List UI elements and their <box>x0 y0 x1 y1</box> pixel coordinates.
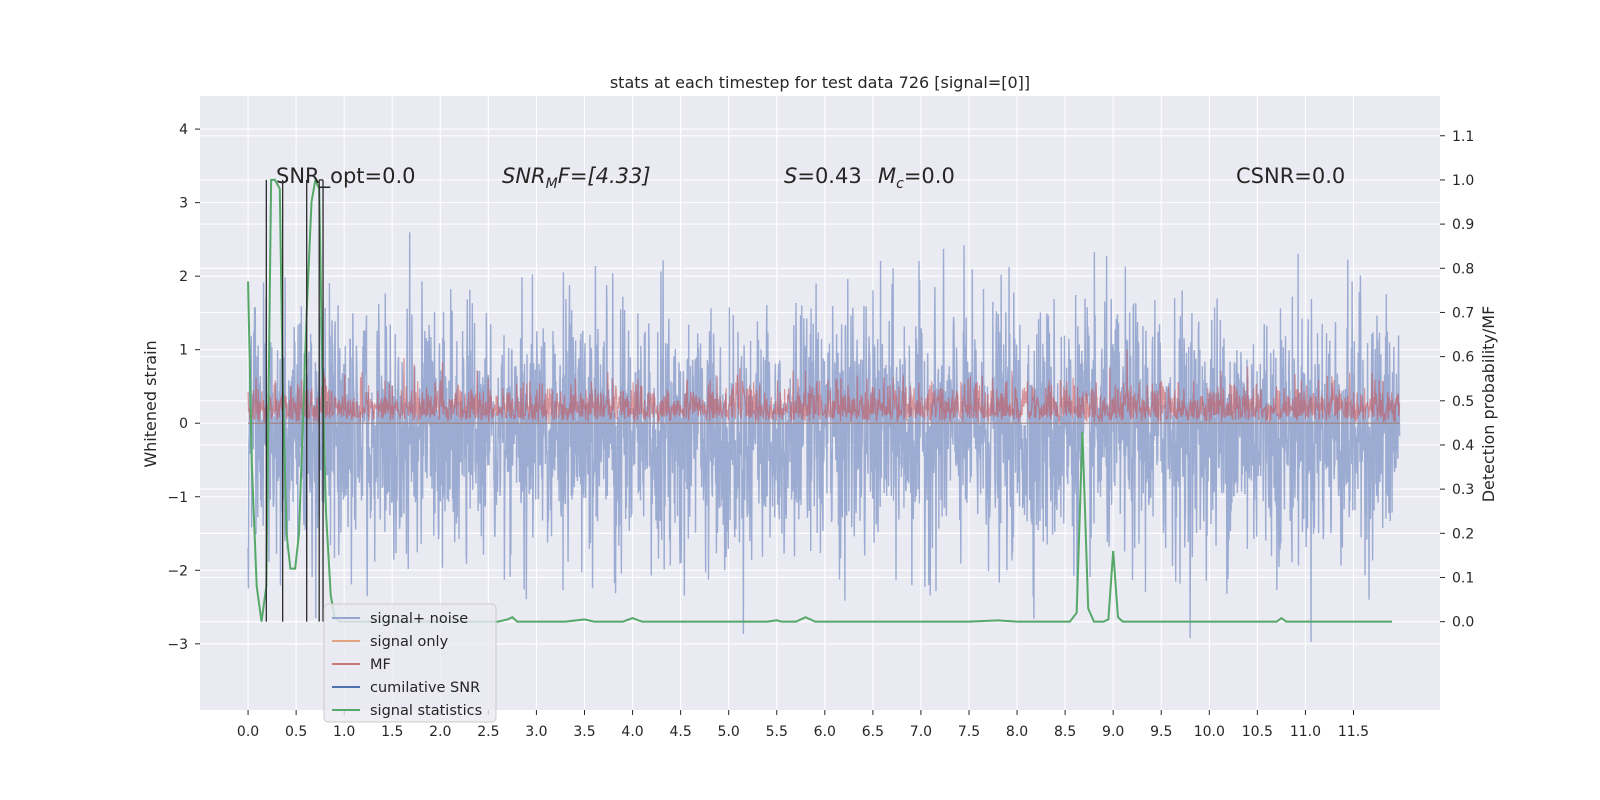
x-tick-label: 4.0 <box>621 724 643 740</box>
annotation-mc: Mc=0.0 <box>878 164 955 192</box>
y2-tick-label: 0.8 <box>1452 261 1474 277</box>
x-tick-label: 4.5 <box>669 724 691 740</box>
x-tick-label: 2.5 <box>477 724 499 740</box>
annotation-snr-mf-sub: M <box>546 176 558 192</box>
y-tick-label: 0 <box>179 416 188 432</box>
x-tick-label: 0.5 <box>285 724 307 740</box>
y-tick-label: 1 <box>179 343 188 359</box>
x-tick-label: 5.5 <box>766 724 788 740</box>
y2-tick-label: 1.0 <box>1452 173 1474 189</box>
y2-tick-label: 0.4 <box>1452 438 1474 454</box>
series-signal-statistics <box>247 176 1392 623</box>
y2-tick-label: 0.9 <box>1452 217 1474 233</box>
legend-label: cumilative SNR <box>370 680 480 696</box>
annotation-s-main: S <box>784 164 797 188</box>
x-tick-label: 8.5 <box>1054 724 1076 740</box>
x-tick-label: 8.0 <box>1006 724 1028 740</box>
annotation-mc-rest: =0.0 <box>904 164 955 188</box>
x-tick-label: 10.0 <box>1194 724 1225 740</box>
x-tick-label: 11.5 <box>1338 724 1369 740</box>
annotation-mc-main: M <box>878 164 896 188</box>
y2-tick-label: 0.5 <box>1452 394 1474 410</box>
legend-label: signal+ noise <box>370 611 468 627</box>
x-tick-label: 7.5 <box>958 724 980 740</box>
y-axis-label: Whitened strain <box>141 340 160 467</box>
x-tick-label: 7.0 <box>910 724 932 740</box>
x-axis-ticks: 0.0 0.5 1.0 1.5 2.0 2.5 3.0 3.5 4.0 4.5 5.0 5.5 6.0 6… <box>237 710 1369 740</box>
annotation-snr-opt: SNR_opt=0.0 <box>276 164 416 189</box>
y2-tick-label: 0.3 <box>1452 482 1474 498</box>
x-tick-label: 5.0 <box>718 724 740 740</box>
y-tick-label: 2 <box>179 269 188 285</box>
y2-tick-label: 0.6 <box>1452 350 1474 366</box>
y2-axis-ticks: 1.1 1.0 0.9 0.8 0.7 0.6 0.5 0.4 0.3 0.2 0.1 0.0 <box>1440 129 1474 631</box>
series-layer <box>247 176 1401 642</box>
y2-tick-label: 0.0 <box>1452 615 1474 631</box>
legend: signal+ noise signal only MF cumilative SNR… <box>323 603 497 723</box>
y2-tick-label: 1.1 <box>1452 129 1474 145</box>
annotation-s-rest: =0.43 <box>797 164 861 188</box>
series-mf <box>247 349 1401 424</box>
annotation-snr-mf-main: SNR <box>502 164 546 188</box>
x-tick-label: 9.0 <box>1102 724 1124 740</box>
series-signal-noise <box>247 232 1401 642</box>
y-tick-label: −1 <box>167 490 188 506</box>
x-tick-label: 1.5 <box>381 724 403 740</box>
legend-label: signal only <box>370 634 449 650</box>
chart-title: stats at each timestep for test data 726… <box>610 73 1030 92</box>
annotation-snr-mf-rest: F=[4.33] <box>558 164 651 188</box>
y2-tick-label: 0.2 <box>1452 526 1474 542</box>
x-tick-label: 3.5 <box>573 724 595 740</box>
x-tick-label: 2.0 <box>429 724 451 740</box>
annotation-mc-sub: c <box>896 176 904 192</box>
y-tick-label: 4 <box>179 122 188 138</box>
x-tick-label: 6.0 <box>814 724 836 740</box>
y-tick-label: 3 <box>179 196 188 212</box>
x-tick-label: 3.0 <box>525 724 547 740</box>
annotation-csnr: CSNR=0.0 <box>1236 164 1345 188</box>
x-tick-label: 1.0 <box>333 724 355 740</box>
y2-axis-label: Detection probability/MF <box>1479 306 1498 503</box>
annotation-snr-mf: SNRMF=[4.33] <box>502 164 651 192</box>
annotation-s: S=0.43 <box>784 164 862 188</box>
x-tick-label: 6.5 <box>862 724 884 740</box>
x-tick-label: 10.5 <box>1242 724 1273 740</box>
x-tick-label: 0.0 <box>237 724 259 740</box>
y2-tick-label: 0.1 <box>1452 570 1474 586</box>
x-tick-label: 9.5 <box>1150 724 1172 740</box>
y2-tick-label: 0.7 <box>1452 305 1474 321</box>
legend-box <box>323 603 497 723</box>
legend-label: MF <box>370 657 391 673</box>
markers-layer <box>265 179 324 622</box>
x-tick-label: 11.0 <box>1290 724 1321 740</box>
y-axis-ticks: 4 3 2 1 0 −1 −2 −3 <box>167 122 200 653</box>
y-tick-label: −2 <box>167 563 188 579</box>
legend-label: signal statistics <box>370 703 482 719</box>
y-tick-label: −3 <box>167 637 188 653</box>
